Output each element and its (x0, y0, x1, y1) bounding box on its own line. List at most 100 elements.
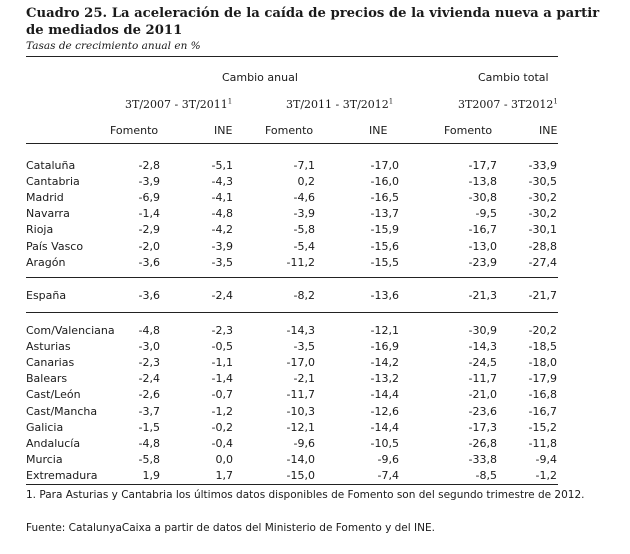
value-cell: -1,1 (211, 356, 233, 370)
value-cell: -15,0 (286, 468, 315, 482)
group-separator (26, 277, 558, 278)
value-cell: -4,8 (138, 436, 160, 450)
value-cell: -10,5 (370, 436, 399, 450)
region-name: Aragón (26, 255, 66, 269)
table-row: Rioja -2,9 -4,2 -5,8 -15,9 -16,7 -30,1 (0, 222, 630, 238)
value-cell: -30,2 (528, 191, 557, 205)
value-cell: -3,6 (138, 255, 160, 269)
value-cell: -13,0 (468, 239, 497, 253)
value-cell: -17,0 (286, 356, 315, 370)
value-cell: -30,9 (468, 324, 497, 337)
region-name: Madrid (26, 191, 64, 205)
bottom-rule (26, 484, 558, 485)
value-cell: -12,6 (370, 404, 399, 418)
value-cell: -23,9 (468, 255, 497, 269)
value-cell: -14,0 (286, 452, 315, 466)
value-cell: -6,9 (138, 191, 160, 205)
value-cell: -10,3 (286, 404, 315, 418)
value-cell: -24,5 (468, 356, 497, 370)
value-cell: 0,2 (297, 175, 316, 189)
value-cell: -14,4 (370, 388, 399, 402)
value-cell: -17,0 (370, 159, 399, 172)
value-cell: -15,6 (370, 239, 399, 253)
table-row: Balears -2,4 -1,4 -2,1 -13,2 -11,7 -17,9 (0, 371, 630, 387)
header-rule (26, 143, 558, 144)
region-name: Balears (26, 372, 68, 386)
table-row: Galicia -1,5 -0,2 -12,1 -14,4 -17,3 -15,2 (0, 420, 630, 436)
value-cell: -12,1 (286, 420, 315, 434)
group-separator (26, 312, 558, 313)
table-row: Asturias -3,0 -0,5 -3,5 -16,9 -14,3 -18,5 (0, 339, 630, 355)
value-cell: -30,1 (528, 223, 557, 237)
value-cell: -14,3 (468, 340, 497, 354)
value-cell: -0,4 (211, 436, 233, 450)
value-cell: -28,8 (528, 239, 557, 253)
value-cell: -15,9 (370, 223, 399, 237)
value-cell: -1,4 (211, 372, 233, 386)
value-cell: -20,2 (528, 324, 557, 337)
value-cell: -16,5 (370, 191, 399, 205)
region-name: Galicia (26, 420, 64, 434)
value-cell: -30,5 (528, 175, 557, 189)
value-cell: -30,8 (468, 191, 497, 205)
value-cell: -3,5 (293, 340, 315, 354)
value-cell: -2,8 (138, 159, 160, 172)
value-cell: -5,8 (293, 223, 315, 237)
value-cell: -21,3 (468, 289, 497, 302)
table-row: Com/Valenciana -4,8 -2,3 -14,3 -12,1 -30,9 -20… (0, 323, 630, 339)
header-cambio-anual: Cambio anual (222, 71, 298, 84)
header-ine-2: INE (369, 124, 388, 137)
value-cell: -11,7 (468, 372, 497, 386)
value-cell: -27,4 (528, 255, 557, 269)
region-name: Rioja (26, 223, 54, 237)
header-period-2011-2012: 3T/2011 - 3T/20121 (286, 97, 394, 111)
value-cell: -1,2 (211, 404, 233, 418)
source-note: Fuente: CatalunyaCaixa a partir de datos… (26, 522, 435, 534)
value-cell: -4,2 (211, 223, 233, 237)
value-cell: -2,3 (211, 324, 233, 337)
value-cell: -4,3 (211, 175, 233, 189)
table-row: Cast/León -2,6 -0,7 -11,7 -14,4 -21,0 -16,8 (0, 387, 630, 403)
region-name: Com/Valenciana (26, 324, 115, 337)
value-cell: -4,8 (138, 324, 160, 337)
value-cell: -15,5 (370, 255, 399, 269)
value-cell: -5,1 (211, 159, 233, 172)
footnote: 1. Para Asturias y Cantabria los últimos… (26, 489, 585, 501)
value-cell: -17,7 (468, 159, 497, 172)
region-name: Cantabria (26, 175, 80, 189)
value-cell: -13,6 (370, 289, 399, 302)
value-cell: -26,8 (468, 436, 497, 450)
region-name: País Vasco (26, 239, 84, 253)
header-ine-1: INE (214, 124, 233, 137)
value-cell: -7,1 (293, 159, 315, 172)
table-row: Cast/Mancha -3,7 -1,2 -10,3 -12,6 -23,6 -16,7 (0, 404, 630, 420)
table-row: Aragón -3,6 -3,5 -11,2 -15,5 -23,9 -27,4 (0, 255, 630, 271)
value-cell: -11,8 (528, 436, 557, 450)
value-cell: -9,6 (293, 436, 315, 450)
value-cell: -16,9 (370, 340, 399, 354)
table-row: Extremadura 1,9 1,7 -15,0 -7,4 -8,5 -1,2 (0, 468, 630, 484)
value-cell: -12,1 (370, 324, 399, 337)
value-cell: -1,5 (138, 420, 160, 434)
value-cell: 0,0 (215, 452, 234, 466)
value-cell: -7,4 (377, 468, 399, 482)
value-cell: -33,9 (528, 159, 557, 172)
value-cell: -14,3 (286, 324, 315, 337)
value-cell: -4,1 (211, 191, 233, 205)
value-cell: -17,3 (468, 420, 497, 434)
region-name: Andalucía (26, 436, 81, 450)
value-cell: -3,7 (138, 404, 160, 418)
header-fomento-2: Fomento (265, 124, 314, 137)
region-name: Murcia (26, 452, 63, 466)
value-cell: -11,2 (286, 255, 315, 269)
value-cell: -1,4 (138, 207, 160, 221)
value-cell: -9,6 (377, 452, 399, 466)
header-cambio-total: Cambio total (478, 71, 549, 84)
value-cell: -8,2 (293, 289, 315, 302)
value-cell: -21,0 (468, 388, 497, 402)
value-cell: -21,7 (528, 289, 557, 302)
value-cell: -4,8 (211, 207, 233, 221)
value-cell: -16,0 (370, 175, 399, 189)
value-cell: -9,5 (475, 207, 497, 221)
header-ine-3: INE (539, 124, 558, 137)
